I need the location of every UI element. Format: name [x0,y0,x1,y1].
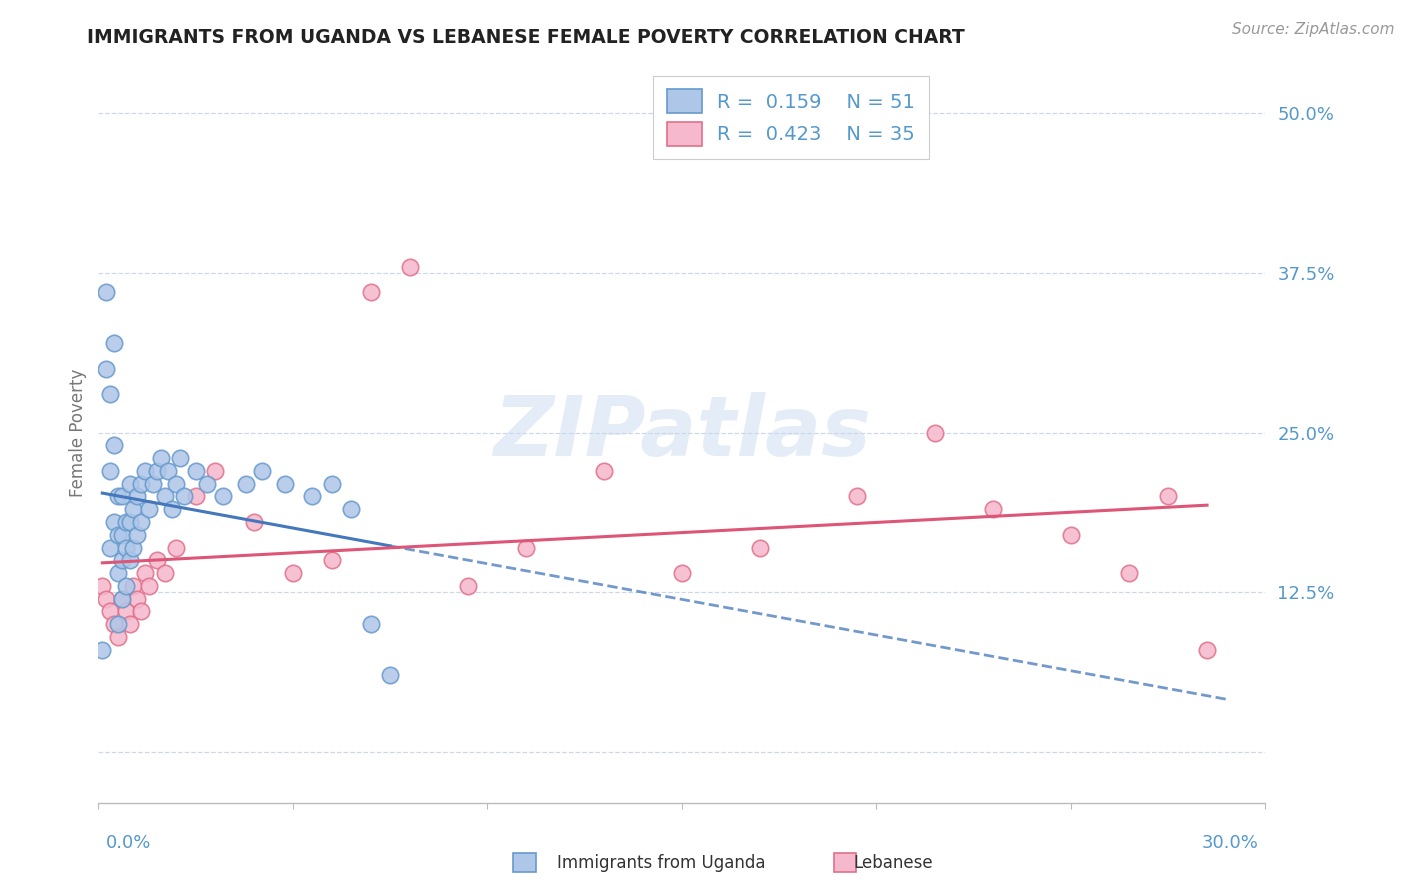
Point [129,515,152,529]
Text: ZIPatlas: ZIPatlas [494,392,870,473]
Point [593,464,616,478]
Point [96,361,118,376]
Point [281,566,304,580]
Point [122,541,145,555]
Point [118,476,141,491]
Point [515,541,537,555]
Point [153,490,176,504]
Text: 0.0%: 0.0% [105,834,150,852]
Point [107,630,129,644]
Point [107,527,129,541]
Point [122,579,145,593]
Point [107,617,129,632]
Point [321,553,343,567]
Point [118,553,141,567]
Bar [513,853,536,872]
Point [111,490,134,504]
Point [111,553,134,567]
Point [91,642,114,657]
Text: 30.0%: 30.0% [1202,834,1258,852]
Point [111,591,134,606]
Point [96,285,118,300]
Point [142,476,165,491]
Point [173,490,195,504]
Point [138,502,160,516]
Point [184,464,207,478]
Point [114,579,136,593]
Point [981,502,1004,516]
Text: Source: ZipAtlas.com: Source: ZipAtlas.com [1232,22,1395,37]
Text: Immigrants from Uganda: Immigrants from Uganda [557,855,765,872]
Point [748,541,770,555]
Point [1157,490,1180,504]
Point [169,451,191,466]
Point [157,464,180,478]
Point [1195,642,1218,657]
Point [195,476,218,491]
Point [114,604,136,618]
Point [250,464,273,478]
Point [165,476,187,491]
Bar [834,853,856,872]
Point [457,579,479,593]
Legend: R =  0.159    N = 51, R =  0.423    N = 35: R = 0.159 N = 51, R = 0.423 N = 35 [654,76,929,160]
Text: Lebanese: Lebanese [853,855,932,872]
Text: IMMIGRANTS FROM UGANDA VS LEBANESE FEMALE POVERTY CORRELATION CHART: IMMIGRANTS FROM UGANDA VS LEBANESE FEMAL… [87,28,965,47]
Point [98,387,121,401]
Point [671,566,693,580]
Point [127,527,149,541]
Point [274,476,297,491]
Point [924,425,946,440]
Y-axis label: Female Poverty: Female Poverty [69,368,87,497]
Point [212,490,235,504]
Point [321,476,343,491]
Point [103,617,125,632]
Point [111,591,134,606]
Point [103,515,125,529]
Point [301,490,323,504]
Point [360,617,382,632]
Point [103,336,125,351]
Point [107,566,129,580]
Point [235,476,257,491]
Point [146,553,169,567]
Point [129,476,152,491]
Point [114,541,136,555]
Point [129,604,152,618]
Point [846,490,869,504]
Point [118,617,141,632]
Point [122,502,145,516]
Point [134,566,156,580]
Point [1118,566,1140,580]
Point [162,502,184,516]
Point [398,260,420,274]
Point [360,285,382,300]
Point [1060,527,1083,541]
Point [111,527,134,541]
Point [204,464,226,478]
Point [98,604,121,618]
Point [153,566,176,580]
Point [165,541,187,555]
Point [107,490,129,504]
Point [149,451,172,466]
Point [98,464,121,478]
Point [98,541,121,555]
Point [380,668,402,682]
Point [91,579,114,593]
Point [243,515,266,529]
Point [96,591,118,606]
Point [114,515,136,529]
Point [118,515,141,529]
Point [103,438,125,452]
Point [184,490,207,504]
Point [146,464,169,478]
Point [127,490,149,504]
Point [138,579,160,593]
Point [127,591,149,606]
Point [134,464,156,478]
Point [340,502,363,516]
